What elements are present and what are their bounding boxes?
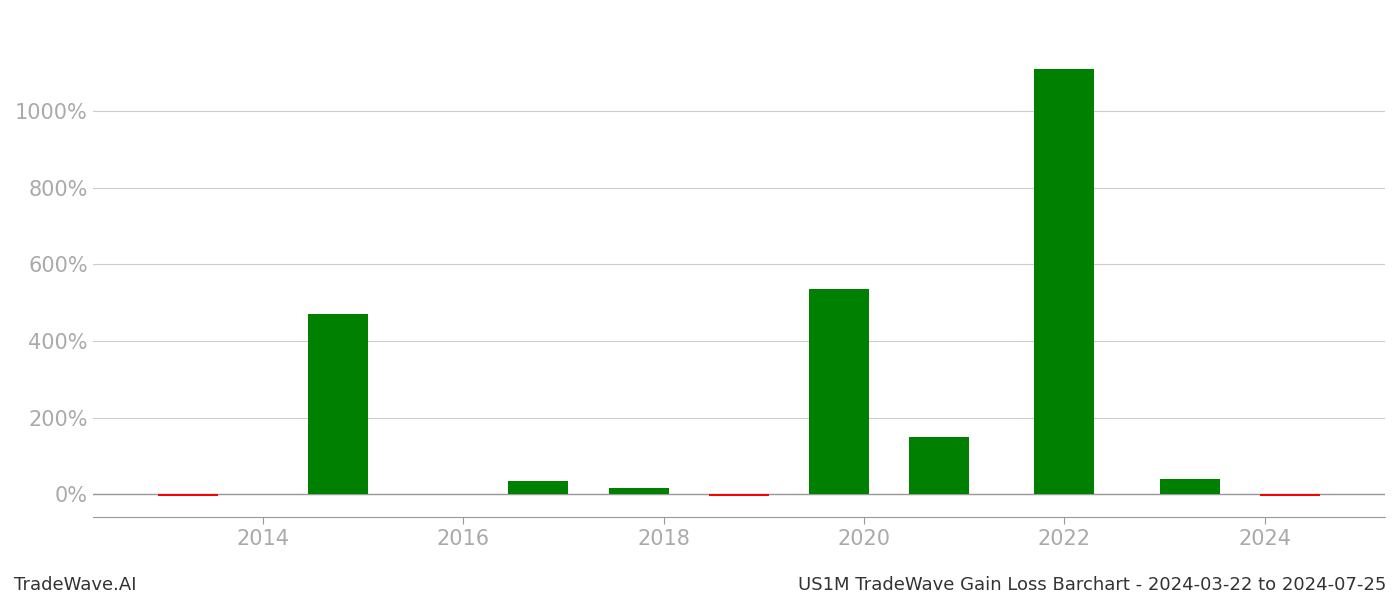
Text: US1M TradeWave Gain Loss Barchart - 2024-03-22 to 2024-07-25: US1M TradeWave Gain Loss Barchart - 2024… <box>798 576 1386 594</box>
Bar <box>1035 68 1095 494</box>
Bar <box>809 289 869 494</box>
Bar <box>158 494 218 496</box>
Bar <box>1159 479 1219 494</box>
Bar <box>609 488 669 494</box>
Bar <box>508 481 568 494</box>
Bar <box>909 437 969 494</box>
Bar <box>308 314 368 494</box>
Bar <box>708 494 769 496</box>
Bar <box>1260 494 1320 496</box>
Text: TradeWave.AI: TradeWave.AI <box>14 576 137 594</box>
